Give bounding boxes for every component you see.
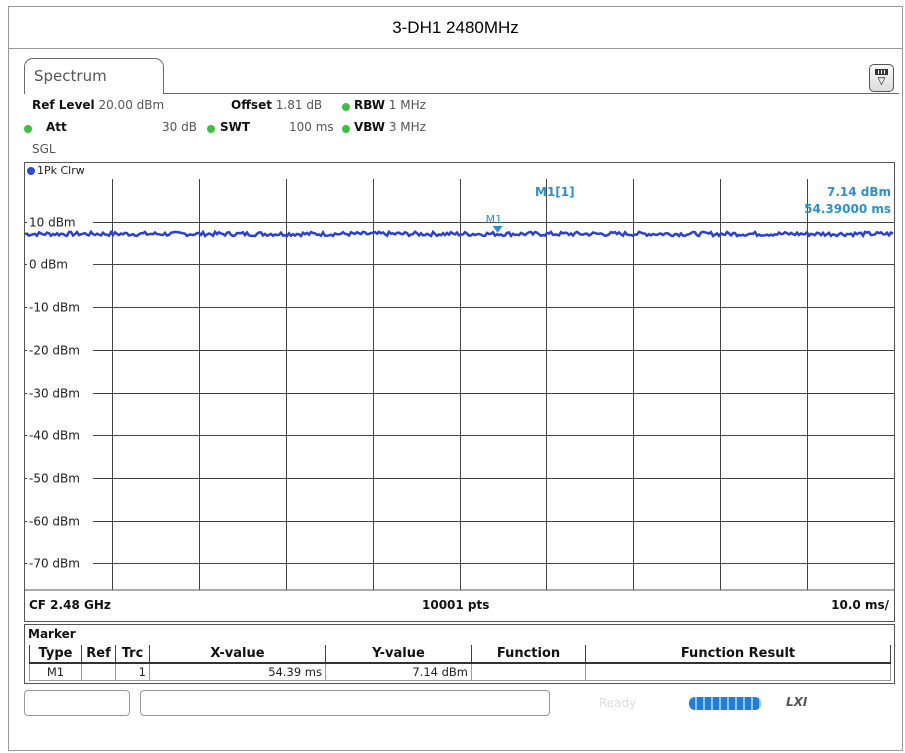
col-y-value: Y-value (325, 645, 472, 664)
status-bar: Ready LXI (24, 690, 895, 718)
att-status-dot (24, 125, 32, 133)
y-tick-label: -60 dBm (29, 515, 80, 529)
cell-function-result (585, 663, 891, 681)
y-tick-label: -40 dBm (29, 429, 80, 443)
marker-readout-name: M1[1] (535, 185, 575, 199)
vbw-value: 3 MHz (388, 120, 426, 134)
plot-area: 10 dBm 0 dBm -10 dBm -20 dBm -30 dBm -40 dBm -… (24, 179, 894, 612)
att-setting: Att (46, 120, 67, 134)
marker-flag-label: M1 (486, 213, 503, 226)
swt-value: 100 ms (289, 120, 334, 134)
y-tick-label: -70 dBm (29, 557, 80, 571)
marker-readout-level: 7.14 dBm (827, 185, 891, 199)
marker-layer: M1 (486, 213, 503, 233)
rbw-status-dot (342, 103, 350, 111)
col-type: Type (29, 645, 82, 664)
y-tick-label: 10 dBm (29, 216, 76, 230)
status-field-message[interactable] (140, 690, 550, 716)
y-tick-label-bg (27, 214, 93, 230)
sweep-progress-bar (689, 697, 761, 710)
y-tick-label-bg (27, 555, 93, 571)
trace-dot-icon (27, 167, 35, 175)
col-function: Function (471, 645, 586, 664)
y-tick-label-bg (27, 299, 93, 315)
offset-value: 1.81 dB (275, 98, 323, 112)
page-title: 3-DH1 2480MHz (9, 7, 902, 49)
marker-table: Marker Type Ref Trc X-value Y-value Func… (24, 624, 895, 684)
vbw-status-dot (342, 125, 350, 133)
ref-level-label: Ref Level (32, 98, 95, 112)
col-function-result: Function Result (585, 645, 891, 664)
tab-spectrum[interactable]: Spectrum (24, 58, 164, 94)
menu-bars-icon (875, 69, 888, 75)
trace-label-text: 1Pk Clrw (37, 164, 85, 177)
y-tick-label: 0 dBm (29, 258, 68, 272)
y-tick-label: -50 dBm (29, 472, 80, 486)
rbw-setting: RBW 1 MHz (354, 98, 426, 112)
y-tick-label-bg (27, 385, 93, 401)
spectrum-analyzer-screen: Spectrum ▽ Ref Level 20.00 dBm Offset 1.… (24, 58, 899, 718)
sweep-points: 10001 pts (422, 598, 489, 612)
center-frequency: CF 2.48 GHz (29, 598, 111, 612)
marker-triangle (492, 225, 503, 233)
att-label: Att (46, 120, 67, 134)
trace-label: 1Pk Clrw (27, 164, 85, 177)
cell-ref (81, 663, 116, 681)
swt-label: SWT (220, 120, 251, 134)
col-trc: Trc (115, 645, 150, 664)
swt-setting: SWT (220, 120, 250, 134)
table-row[interactable]: M1 1 54.39 ms 7.14 dBm (29, 663, 891, 681)
col-ref: Ref (81, 645, 116, 664)
lxi-logo: LXI (786, 695, 808, 709)
report-frame: 3-DH1 2480MHz (8, 6, 903, 751)
vbw-label: VBW (354, 120, 386, 134)
att-value: 30 dB (162, 120, 197, 134)
grid-lines (25, 179, 894, 590)
cell-function (471, 663, 586, 681)
spectrum-graph: 1Pk Clrw 10 dBm 0 dBm -10 dBm -20 dBm -30 dB… (24, 162, 895, 622)
tab-divider (163, 93, 899, 94)
y-tick-labels: 10 dBm 0 dBm -10 dBm -20 dBm -30 dBm -40 dBm -… (27, 214, 93, 571)
rbw-label: RBW (354, 98, 385, 112)
y-tick-label: -10 dBm (29, 301, 80, 315)
marker-readout-time: 54.39000 ms (804, 202, 891, 216)
swt-status-dot (207, 125, 215, 133)
time-scale: 10.0 ms/ (831, 598, 889, 612)
ready-indicator: Ready (599, 696, 637, 710)
y-tick-label: -30 dBm (29, 387, 80, 401)
cell-trc: 1 (115, 663, 150, 681)
marker-table-title: Marker (28, 627, 76, 641)
y-tick-label-bg (27, 256, 93, 272)
cell-type: M1 (29, 663, 82, 681)
sweep-mode: SGL (32, 142, 56, 156)
trace-line (24, 229, 894, 239)
rbw-value: 1 MHz (388, 98, 426, 112)
triangle-down-icon: ▽ (877, 76, 886, 87)
vbw-setting: VBW 3 MHz (354, 120, 426, 134)
y-tick-label-bg (27, 470, 93, 486)
col-x-value: X-value (149, 645, 326, 664)
y-tick-label-bg (27, 427, 93, 443)
y-tick-label-bg (27, 513, 93, 529)
status-field-left[interactable] (24, 690, 130, 716)
ref-level-setting: Ref Level 20.00 dBm (32, 98, 164, 112)
cell-x-value: 54.39 ms (149, 663, 326, 681)
y-tick-label-bg (27, 342, 93, 358)
cell-y-value: 7.14 dBm (325, 663, 472, 681)
menu-button[interactable]: ▽ (869, 64, 894, 92)
ref-level-value: 20.00 dBm (98, 98, 165, 112)
offset-setting: Offset 1.81 dB (231, 98, 322, 112)
offset-label: Offset (231, 98, 272, 112)
marker-table-grid: Type Ref Trc X-value Y-value Function Fu… (29, 645, 891, 681)
y-tick-label: -20 dBm (29, 344, 80, 358)
